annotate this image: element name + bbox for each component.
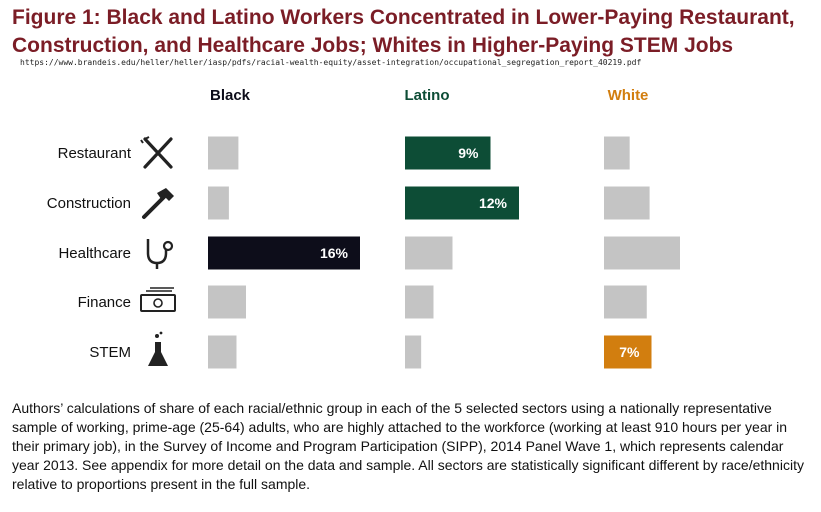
bar-latino-healthcare	[405, 236, 453, 270]
data-label-latino-restaurant: 9%	[458, 145, 479, 161]
bar-white-healthcare	[604, 236, 680, 270]
chart-title: Figure 1: Black and Latino Workers Conce…	[12, 6, 795, 57]
data-label-black-healthcare: 16%	[320, 245, 349, 261]
chart-caption: Authors’ calculations of share of each r…	[12, 400, 804, 492]
series-label-black: Black	[210, 87, 251, 104]
hammer-icon-head	[157, 188, 174, 201]
bar-black-construction	[208, 186, 229, 220]
bar-latino-finance	[405, 285, 434, 319]
bar-latino-stem	[405, 335, 422, 369]
bar-black-healthcare	[208, 236, 360, 270]
category-label-construction: Construction	[47, 195, 131, 212]
source-url: https://www.brandeis.edu/heller/heller/i…	[20, 58, 642, 67]
money-icon-bill	[140, 294, 176, 312]
category-label-restaurant: Restaurant	[58, 145, 132, 162]
flask-icon-bubble	[159, 331, 163, 335]
category-label-stem: STEM	[89, 344, 131, 361]
bar-latino-construction	[405, 186, 519, 220]
hammer-icon	[142, 188, 174, 219]
utensils-icon-tines	[140, 136, 150, 144]
flask-icon-bubble	[155, 334, 159, 338]
bar-white-stem	[604, 335, 652, 369]
data-label-latino-construction: 12%	[479, 195, 508, 211]
bar-chart: Black Latino White Restaurant 9% Construction…	[47, 87, 680, 369]
flask-icon-body	[148, 342, 168, 366]
stethoscope-icon	[146, 239, 174, 269]
money-icon-stack	[146, 287, 174, 292]
bar-white-finance	[604, 285, 647, 319]
utensils-icon	[140, 136, 173, 169]
category-label-finance: Finance	[78, 294, 131, 311]
bar-black-restaurant	[208, 136, 239, 170]
money-icon-coin	[153, 298, 163, 308]
stethoscope-icon-bell	[162, 240, 174, 252]
money-icon	[140, 287, 176, 312]
series-label-latino: Latino	[405, 87, 450, 104]
series-label-white: White	[608, 87, 649, 104]
flask-icon	[148, 331, 168, 366]
bar-white-restaurant	[604, 136, 630, 170]
bar-latino-restaurant	[405, 136, 491, 170]
category-label-healthcare: Healthcare	[58, 245, 131, 262]
bar-black-stem	[208, 335, 237, 369]
data-label-white-stem: 7%	[619, 344, 640, 360]
bar-white-construction	[604, 186, 650, 220]
utensils-icon-shape	[143, 137, 173, 169]
stethoscope-icon-tube	[146, 239, 168, 265]
hammer-icon-handle	[142, 195, 166, 219]
bar-black-finance	[208, 285, 246, 319]
